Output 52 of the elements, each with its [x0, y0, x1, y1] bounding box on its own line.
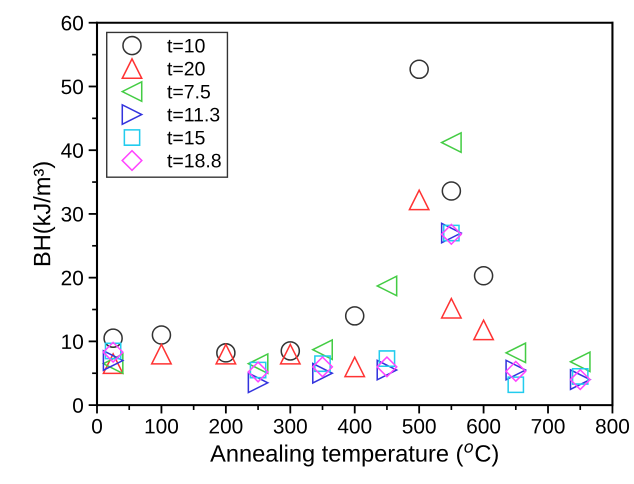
point	[152, 325, 172, 345]
point	[280, 344, 301, 365]
point	[312, 362, 333, 384]
x-tick-label: 300	[274, 418, 307, 434]
x-tick-label: 700	[532, 418, 565, 434]
point	[408, 189, 430, 210]
y-tick-label: 30	[61, 206, 83, 222]
point	[312, 356, 334, 378]
point	[473, 319, 494, 340]
y-tick-label: 10	[62, 334, 83, 350]
x-tick-label: 100	[146, 418, 178, 434]
y-tick-label: 0	[73, 398, 83, 413]
point	[102, 342, 124, 363]
legend-label: t=7.5	[167, 84, 210, 99]
point	[440, 132, 462, 154]
x-tick-label: 500	[402, 418, 436, 434]
legend-label: t=10	[167, 38, 205, 53]
point	[442, 181, 462, 201]
point	[376, 356, 398, 378]
y-axis-title: BH(kJ/m³)	[33, 162, 56, 266]
point	[376, 360, 398, 381]
x-axis-title: Annealing temperature ($^{o}$C)	[210, 443, 498, 466]
point	[474, 266, 494, 286]
point	[409, 59, 429, 80]
point	[248, 372, 269, 394]
x-tick-label: 600	[467, 418, 500, 434]
x-tick-label: 400	[338, 418, 372, 434]
y-tick-label: 20	[62, 270, 83, 286]
point	[248, 353, 269, 374]
point	[507, 376, 524, 394]
point	[344, 356, 366, 378]
y-tick-label: 60	[62, 16, 83, 30]
point	[103, 328, 123, 348]
x-tick-label: 800	[596, 418, 630, 434]
y-tick-label: 50	[61, 79, 83, 94]
legend-label: t=20	[167, 62, 205, 76]
legend-label: t=15	[167, 130, 205, 145]
point	[440, 298, 462, 319]
point	[344, 306, 365, 326]
point	[150, 344, 172, 365]
x-tick-label: 200	[210, 418, 242, 434]
point	[247, 361, 269, 383]
point	[102, 350, 124, 371]
point	[505, 342, 526, 364]
point	[376, 275, 398, 296]
point	[312, 339, 333, 360]
legend-label: t=11.3	[167, 108, 220, 122]
y-tick-label: 40	[61, 143, 83, 158]
point	[280, 341, 300, 361]
point	[570, 351, 591, 372]
legend-label: t=18.8	[167, 154, 221, 168]
x-tick-label: 0	[92, 418, 102, 434]
